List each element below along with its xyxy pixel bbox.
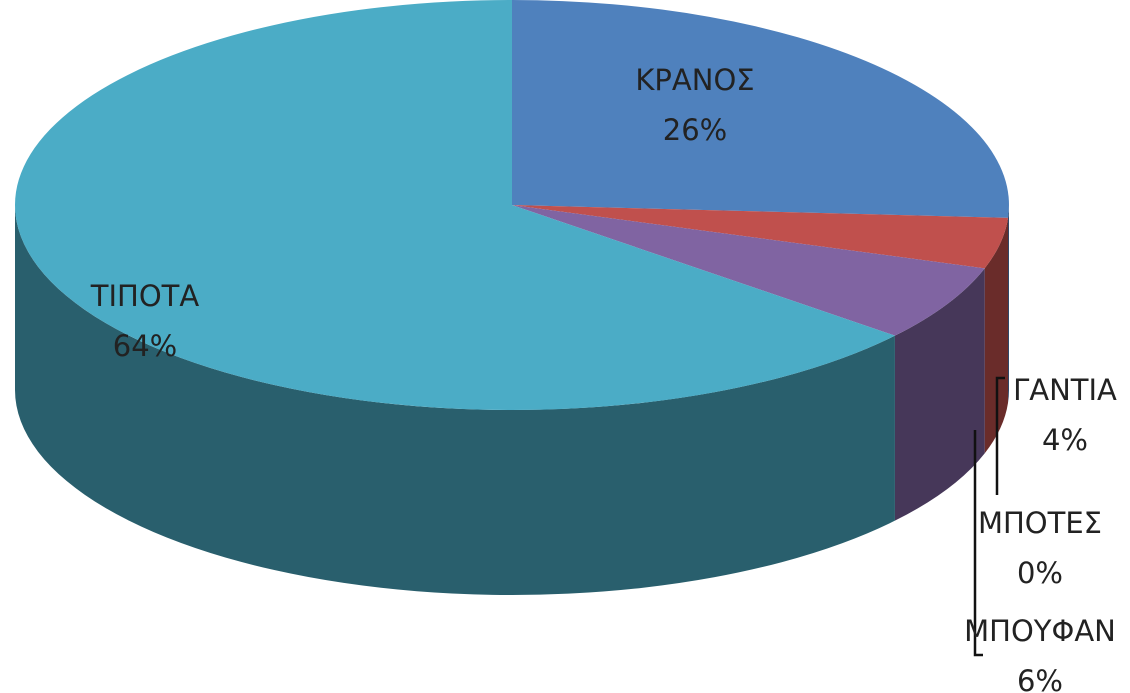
pie-sides	[15, 205, 1009, 595]
value-label: 64%	[113, 329, 177, 363]
slice	[512, 0, 1009, 218]
labels: ΚΡΑΝΟΣ 26% ΓΑΝΤΙΑ 4% ΜΠΟΤΕΣ 0% ΜΠΟΥΦΑΝ 6% ΤΙΠΟΤΑ…	[90, 63, 1117, 693]
slice-side	[15, 205, 895, 595]
value-label: 0%	[1017, 556, 1063, 590]
slice	[512, 205, 1009, 269]
value-label: 4%	[1042, 423, 1088, 457]
value-label: 6%	[1017, 664, 1063, 693]
slice-side	[1008, 205, 1009, 403]
slice-label: ΜΠΟΤΕΣ	[978, 506, 1102, 540]
slice-label: ΓΑΝΤΙΑ	[1013, 373, 1117, 407]
slice-side	[984, 217, 1009, 454]
slice	[14, 0, 895, 410]
slice-label: ΜΠΟΥΦΑΝ	[964, 614, 1116, 648]
pie-tops	[14, 0, 1009, 410]
slice-label: ΚΡΑΝΟΣ	[635, 63, 754, 97]
leader-line	[973, 430, 983, 657]
slice	[512, 205, 985, 336]
slice-side	[894, 268, 985, 521]
leader-line	[995, 376, 1005, 495]
value-label: 26%	[663, 113, 727, 147]
slice-label: ΤΙΠΟΤΑ	[90, 279, 200, 313]
